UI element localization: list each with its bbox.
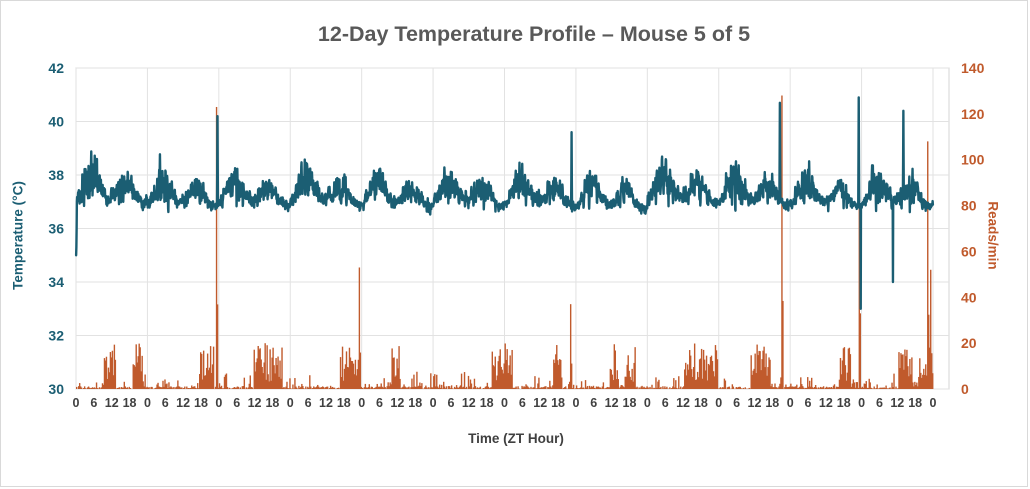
svg-text:32: 32 <box>48 328 64 344</box>
svg-text:6: 6 <box>519 396 526 410</box>
svg-text:12: 12 <box>819 396 833 410</box>
svg-text:0: 0 <box>358 396 365 410</box>
svg-text:0: 0 <box>501 396 508 410</box>
svg-text:6: 6 <box>447 396 454 410</box>
svg-text:12: 12 <box>390 396 404 410</box>
svg-text:60: 60 <box>961 243 977 259</box>
svg-text:18: 18 <box>623 396 637 410</box>
svg-text:0: 0 <box>858 396 865 410</box>
svg-text:0: 0 <box>73 396 80 410</box>
svg-text:12: 12 <box>176 396 190 410</box>
svg-text:18: 18 <box>837 396 851 410</box>
svg-text:6: 6 <box>162 396 169 410</box>
svg-text:6: 6 <box>233 396 240 410</box>
svg-text:6: 6 <box>376 396 383 410</box>
svg-text:0: 0 <box>715 396 722 410</box>
svg-text:12: 12 <box>533 396 547 410</box>
svg-text:30: 30 <box>48 381 64 397</box>
svg-text:6: 6 <box>662 396 669 410</box>
svg-text:38: 38 <box>48 167 64 183</box>
svg-text:12: 12 <box>748 396 762 410</box>
svg-text:12: 12 <box>890 396 904 410</box>
svg-text:6: 6 <box>590 396 597 410</box>
svg-text:20: 20 <box>961 335 977 351</box>
svg-text:18: 18 <box>337 396 351 410</box>
svg-text:0: 0 <box>787 396 794 410</box>
svg-text:18: 18 <box>480 396 494 410</box>
svg-text:42: 42 <box>48 60 64 76</box>
svg-text:12: 12 <box>605 396 619 410</box>
svg-text:40: 40 <box>961 289 977 305</box>
svg-text:18: 18 <box>908 396 922 410</box>
svg-text:6: 6 <box>876 396 883 410</box>
svg-text:6: 6 <box>733 396 740 410</box>
svg-text:6: 6 <box>305 396 312 410</box>
svg-text:18: 18 <box>408 396 422 410</box>
svg-text:0: 0 <box>287 396 294 410</box>
svg-text:36: 36 <box>48 221 64 237</box>
svg-text:140: 140 <box>961 60 985 76</box>
svg-text:18: 18 <box>123 396 137 410</box>
svg-text:120: 120 <box>961 106 985 122</box>
svg-text:18: 18 <box>194 396 208 410</box>
svg-text:80: 80 <box>961 198 977 214</box>
svg-text:12: 12 <box>676 396 690 410</box>
svg-text:34: 34 <box>48 274 64 290</box>
svg-text:18: 18 <box>551 396 565 410</box>
svg-text:12: 12 <box>248 396 262 410</box>
svg-text:12: 12 <box>462 396 476 410</box>
svg-text:0: 0 <box>144 396 151 410</box>
svg-text:0: 0 <box>572 396 579 410</box>
svg-text:12: 12 <box>105 396 119 410</box>
svg-text:0: 0 <box>430 396 437 410</box>
svg-text:6: 6 <box>805 396 812 410</box>
svg-text:40: 40 <box>48 114 64 130</box>
svg-text:0: 0 <box>961 381 969 397</box>
svg-text:18: 18 <box>694 396 708 410</box>
svg-text:100: 100 <box>961 152 985 168</box>
svg-text:0: 0 <box>644 396 651 410</box>
svg-text:12: 12 <box>319 396 333 410</box>
svg-text:0: 0 <box>930 396 937 410</box>
svg-text:18: 18 <box>265 396 279 410</box>
svg-text:6: 6 <box>90 396 97 410</box>
svg-text:0: 0 <box>215 396 222 410</box>
svg-text:18: 18 <box>765 396 779 410</box>
